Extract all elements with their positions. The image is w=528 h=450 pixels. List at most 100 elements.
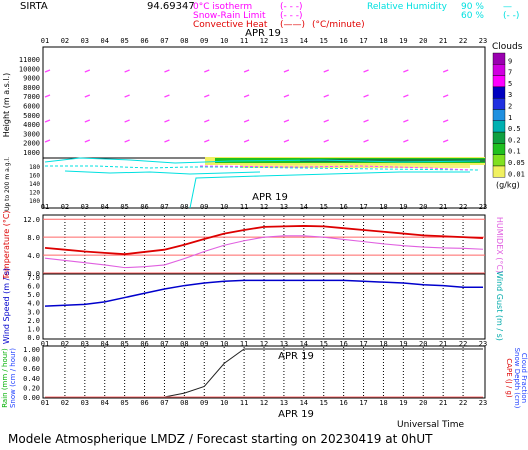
wind-tick-label: 3.0 (27, 308, 40, 316)
hour-tick-label: 10 (220, 399, 228, 407)
hour-tick-label: 16 (339, 203, 347, 211)
precip-tick-label: 0.60 (23, 365, 40, 373)
clouds-legend-swatch (492, 86, 506, 99)
hour-tick-label: 23 (479, 203, 487, 211)
hour-tick-label: 19 (399, 399, 407, 407)
hour-tick-label: 01 (41, 340, 49, 348)
legend-right: Relative Humidity 90 % — 60 % (- -) (367, 2, 519, 21)
wind-barb (442, 94, 449, 98)
wind-gust-axis-label: Wind Gust (m / s) (495, 271, 504, 341)
wind-barb (363, 139, 369, 143)
wind-barb (442, 139, 449, 143)
date-label-mid: APR 19 (252, 192, 288, 203)
hour-tick-label: 04 (101, 399, 109, 407)
wind-barb (283, 69, 290, 73)
hour-tick-label: 14 (300, 203, 308, 211)
humidex-axis-label: HUMIDEX (°C) (495, 217, 504, 273)
date-label-top: APR 19 (245, 28, 281, 39)
hour-tick-label: 12 (260, 340, 268, 348)
hour-tick-label: 11 (240, 340, 248, 348)
wind-barb (403, 94, 409, 98)
height-tick-label: 8000 (23, 84, 40, 92)
hour-tick-label: 13 (280, 340, 288, 348)
hour-tick-label: 06 (140, 340, 148, 348)
clouds-legend-value: 9 (508, 57, 512, 65)
hour-tick-label: 06 (140, 399, 148, 407)
wind-barb (44, 119, 51, 123)
series-line-temperature (44, 225, 484, 256)
wind-barb (323, 94, 329, 98)
hour-tick-label: 10 (220, 203, 228, 211)
hour-tick-label: 09 (200, 399, 208, 407)
height-tick-label: 11000 (19, 56, 40, 64)
hour-tick-label: 21 (439, 340, 447, 348)
legend-left-label: Convective Heat (193, 20, 268, 30)
wind-barb (164, 94, 170, 98)
wind-barb (124, 94, 130, 98)
hour-tick-label: 14 (300, 399, 308, 407)
hour-tick-label: 07 (160, 340, 168, 348)
hour-tick-label: 10 (220, 37, 228, 45)
wind-barb (243, 69, 250, 73)
hour-tick-label: 14 (300, 340, 308, 348)
hour-tick-label: 22 (459, 399, 467, 407)
hour-tick-label: 17 (359, 399, 367, 407)
wind-barb (44, 69, 51, 73)
wind-barb (323, 119, 329, 123)
hour-tick-label: 20 (419, 399, 427, 407)
station-code: 94.69347 (147, 1, 195, 12)
wind-tick-label: 6.0 (27, 283, 40, 291)
clouds-legend-swatch (492, 97, 506, 110)
hour-tick-label: 01 (41, 37, 49, 45)
clouds-legend-swatch (492, 109, 506, 122)
wind-barb (124, 119, 130, 123)
clouds-legend-value: 1 (508, 114, 512, 122)
wind-barb (243, 139, 250, 143)
hour-tick-label: 09 (200, 37, 208, 45)
hour-tick-label: 05 (120, 399, 128, 407)
clouds-legend-swatch (492, 120, 506, 133)
clouds-legend-unit: (g/kg) (496, 180, 520, 189)
height-tick-label: 7000 (23, 93, 40, 101)
hour-tick-label: 13 (280, 399, 288, 407)
hour-tick-label: 16 (339, 399, 347, 407)
wind-barb (363, 119, 369, 123)
hour-tick-label: 21 (439, 37, 447, 45)
rh-contour-60 (45, 165, 481, 171)
hour-tick-label: 07 (160, 399, 168, 407)
hour-tick-label: 08 (180, 340, 188, 348)
clouds-legend-swatch (492, 75, 506, 88)
panel-height-upper (42, 46, 486, 159)
clouds-legend-value: 0.01 (508, 170, 525, 178)
wind-barb (363, 69, 369, 73)
clouds-legend-title: Clouds (492, 42, 523, 52)
snow-depth-axis-label: Snow Depth (cm) (513, 348, 521, 409)
hour-tick-label: 21 (439, 399, 447, 407)
hour-tick-label: 11 (240, 37, 248, 45)
hour-tick-label: 02 (61, 340, 69, 348)
wind-barb (84, 69, 91, 73)
series-line-humidex (44, 235, 484, 269)
clouds-legend-swatch (492, 143, 506, 155)
rain-axis-label: Rain (mm / hour) (1, 348, 9, 408)
hour-tick-label: 23 (479, 37, 487, 45)
precip-tick-label: 0.80 (23, 356, 40, 364)
hour-tick-label: 01 (41, 399, 49, 407)
wind-tick-label: 7.0 (27, 274, 40, 282)
hour-tick-label: 16 (339, 37, 347, 45)
wind-barb (204, 119, 210, 123)
legend-rh-level: 60 % (461, 11, 484, 21)
clouds-legend-swatch (492, 131, 506, 144)
precip-tick-label: 1.00 (23, 346, 40, 354)
wind-barb (204, 139, 210, 143)
wind-barb (403, 139, 409, 143)
hour-tick-label: 08 (180, 203, 188, 211)
hour-tick-label: 05 (120, 340, 128, 348)
hour-tick-label: 23 (479, 399, 487, 407)
hour-tick-label: 17 (359, 340, 367, 348)
wind-tick-label: 1.0 (27, 325, 40, 333)
clouds-legend-value: 0.5 (508, 125, 521, 133)
hour-tick-label: 05 (120, 203, 128, 211)
wind-barb (84, 119, 91, 123)
height-tick-label-lower: 160 (29, 173, 40, 180)
